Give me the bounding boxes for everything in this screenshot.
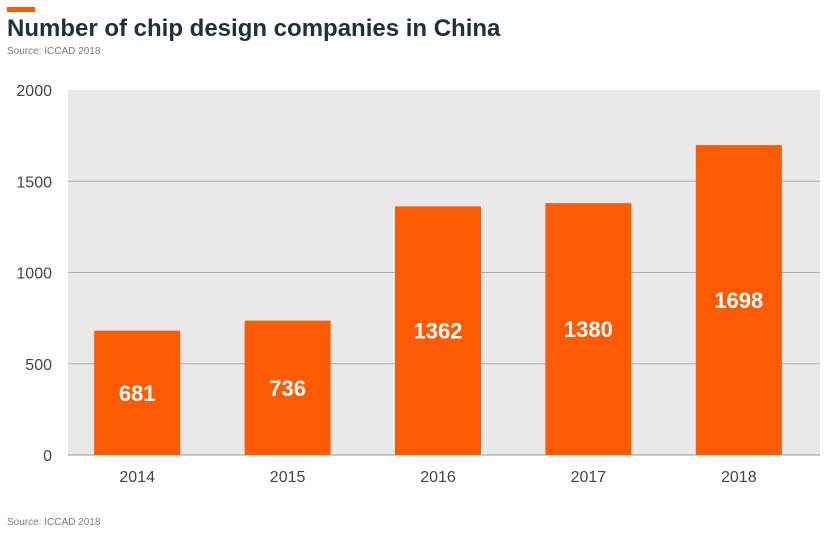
bar-value-label: 1380 <box>564 317 613 342</box>
footer-source: Source: ICCAD 2018 <box>7 517 101 528</box>
x-tick-label: 2016 <box>420 469 456 486</box>
bars: 681 736 1362 1380 1698 <box>94 145 782 456</box>
bar-value-label: 1698 <box>714 288 763 313</box>
bar-value-label: 681 <box>119 381 156 406</box>
y-tick-label: 0 <box>43 448 52 465</box>
x-tick-label: 2014 <box>119 469 155 486</box>
bar-2014 <box>94 330 181 455</box>
title-accent-bar <box>7 7 35 12</box>
y-tick-label: 500 <box>25 357 52 374</box>
y-tick-label: 2000 <box>16 83 52 100</box>
y-tick-label: 1500 <box>16 174 52 191</box>
x-tick-label: 2018 <box>721 469 757 486</box>
chart-title: Number of chip design companies in China <box>7 15 501 42</box>
bar-2018 <box>695 145 782 456</box>
chart-subtitle: Source: ICCAD 2018 <box>7 46 101 57</box>
bar-2015 <box>244 320 331 455</box>
bar-value-label: 736 <box>269 376 306 401</box>
y-axis-ticks: 0 500 1000 1500 2000 <box>16 83 52 465</box>
x-axis-ticks: 2014 2015 2016 2017 2018 <box>119 469 756 486</box>
bar-2016 <box>395 206 481 455</box>
x-tick-label: 2015 <box>270 469 306 486</box>
bar-2017 <box>545 203 632 455</box>
bar-value-label: 1362 <box>414 319 463 344</box>
y-tick-label: 1000 <box>16 266 52 283</box>
x-tick-label: 2017 <box>571 469 607 486</box>
